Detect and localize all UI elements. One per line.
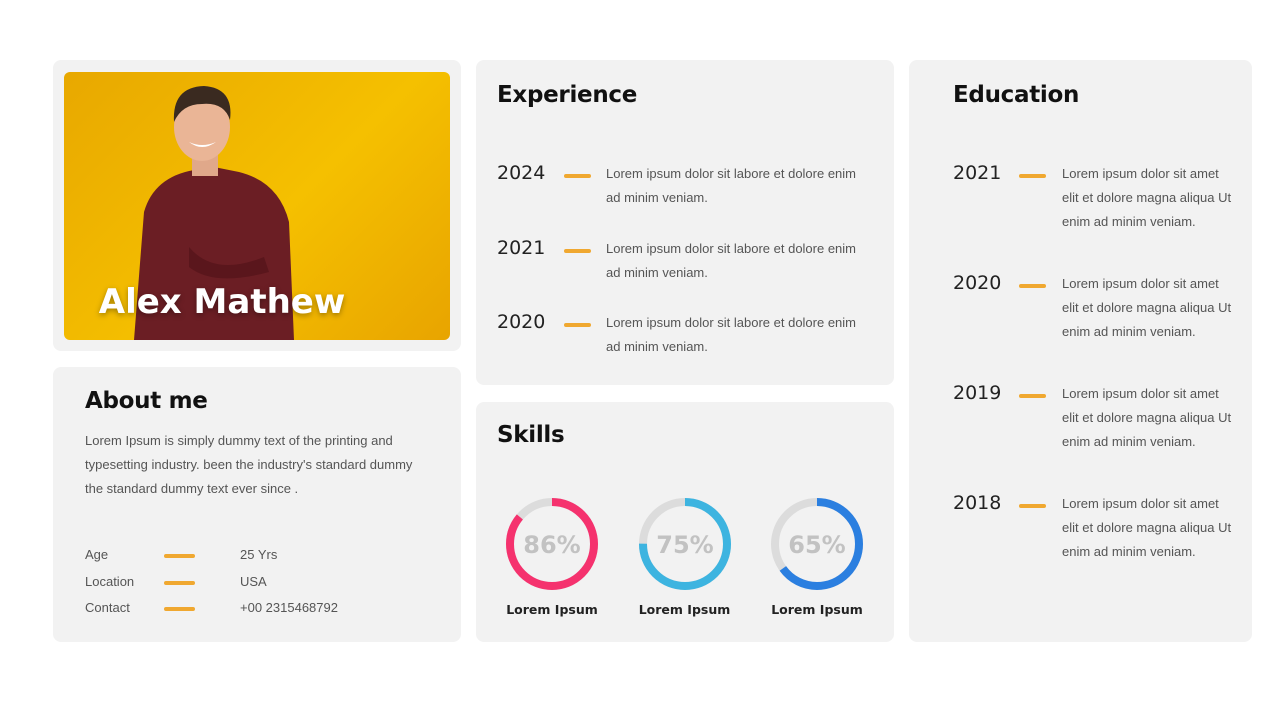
donut-percent: 65% [788,531,845,559]
skill-donut: 65% [771,498,863,590]
profile-photo: Alex Mathew [64,72,450,340]
detail-value: 25 Yrs [240,547,278,562]
dash-divider [1019,394,1046,398]
skills-card [476,402,894,642]
detail-value: +00 2315468792 [240,600,338,615]
education-description: Lorem ipsum dolor sit amet elit et dolor… [1062,386,1232,449]
experience-year: 2024 [497,162,546,184]
education-year: 2021 [953,162,1002,184]
experience-title: Experience [497,82,638,108]
experience-year: 2020 [497,311,546,333]
dash-divider [564,323,591,327]
donut-fill [638,498,731,590]
about-title: About me [85,388,208,414]
skill-donut: 86% [506,498,598,590]
detail-label: Contact [85,600,130,615]
skill-label: Lorem Ipsum [506,602,598,617]
dash-divider [1019,284,1046,288]
skills-title: Skills [497,422,565,448]
education-year: 2019 [953,382,1002,404]
education-card [909,60,1252,642]
education-title: Education [953,82,1080,108]
donut-percent: 75% [656,531,713,559]
education-year: 2018 [953,492,1002,514]
about-text: Lorem Ipsum is simply dummy text of the … [85,433,413,496]
education-year: 2020 [953,272,1002,294]
dash-divider [1019,504,1046,508]
skill-label: Lorem Ipsum [771,602,863,617]
experience-description: Lorem ipsum dolor sit labore et dolore e… [606,166,857,205]
education-description: Lorem ipsum dolor sit amet elit et dolor… [1062,166,1232,229]
dash-divider [164,607,195,611]
dash-divider [164,554,195,558]
donut-percent: 86% [523,531,580,559]
dash-divider [564,248,591,253]
profile-name: Alex Mathew [98,282,346,322]
experience-year: 2021 [497,236,546,259]
skill-donut: 75% [638,498,731,590]
education-description: Lorem ipsum dolor sit amet elit et dolor… [1062,276,1232,339]
experience-description: Lorem ipsum dolor sit labore et dolore e… [606,240,857,280]
donut-fill [506,498,598,590]
detail-label: Location [85,573,135,589]
about-card [53,367,461,642]
skill-label: Lorem Ipsum [638,602,731,617]
dash-divider [164,580,195,585]
experience-card [476,60,894,385]
detail-value: USA [240,573,267,589]
experience-description: Lorem ipsum dolor sit labore et dolore e… [606,315,857,354]
person-illustration [134,86,294,340]
dash-divider [1019,174,1046,178]
dash-divider [564,174,591,178]
education-description: Lorem ipsum dolor sit amet elit et dolor… [1062,496,1232,559]
detail-label: Age [85,547,109,562]
donut-fill [771,498,863,590]
